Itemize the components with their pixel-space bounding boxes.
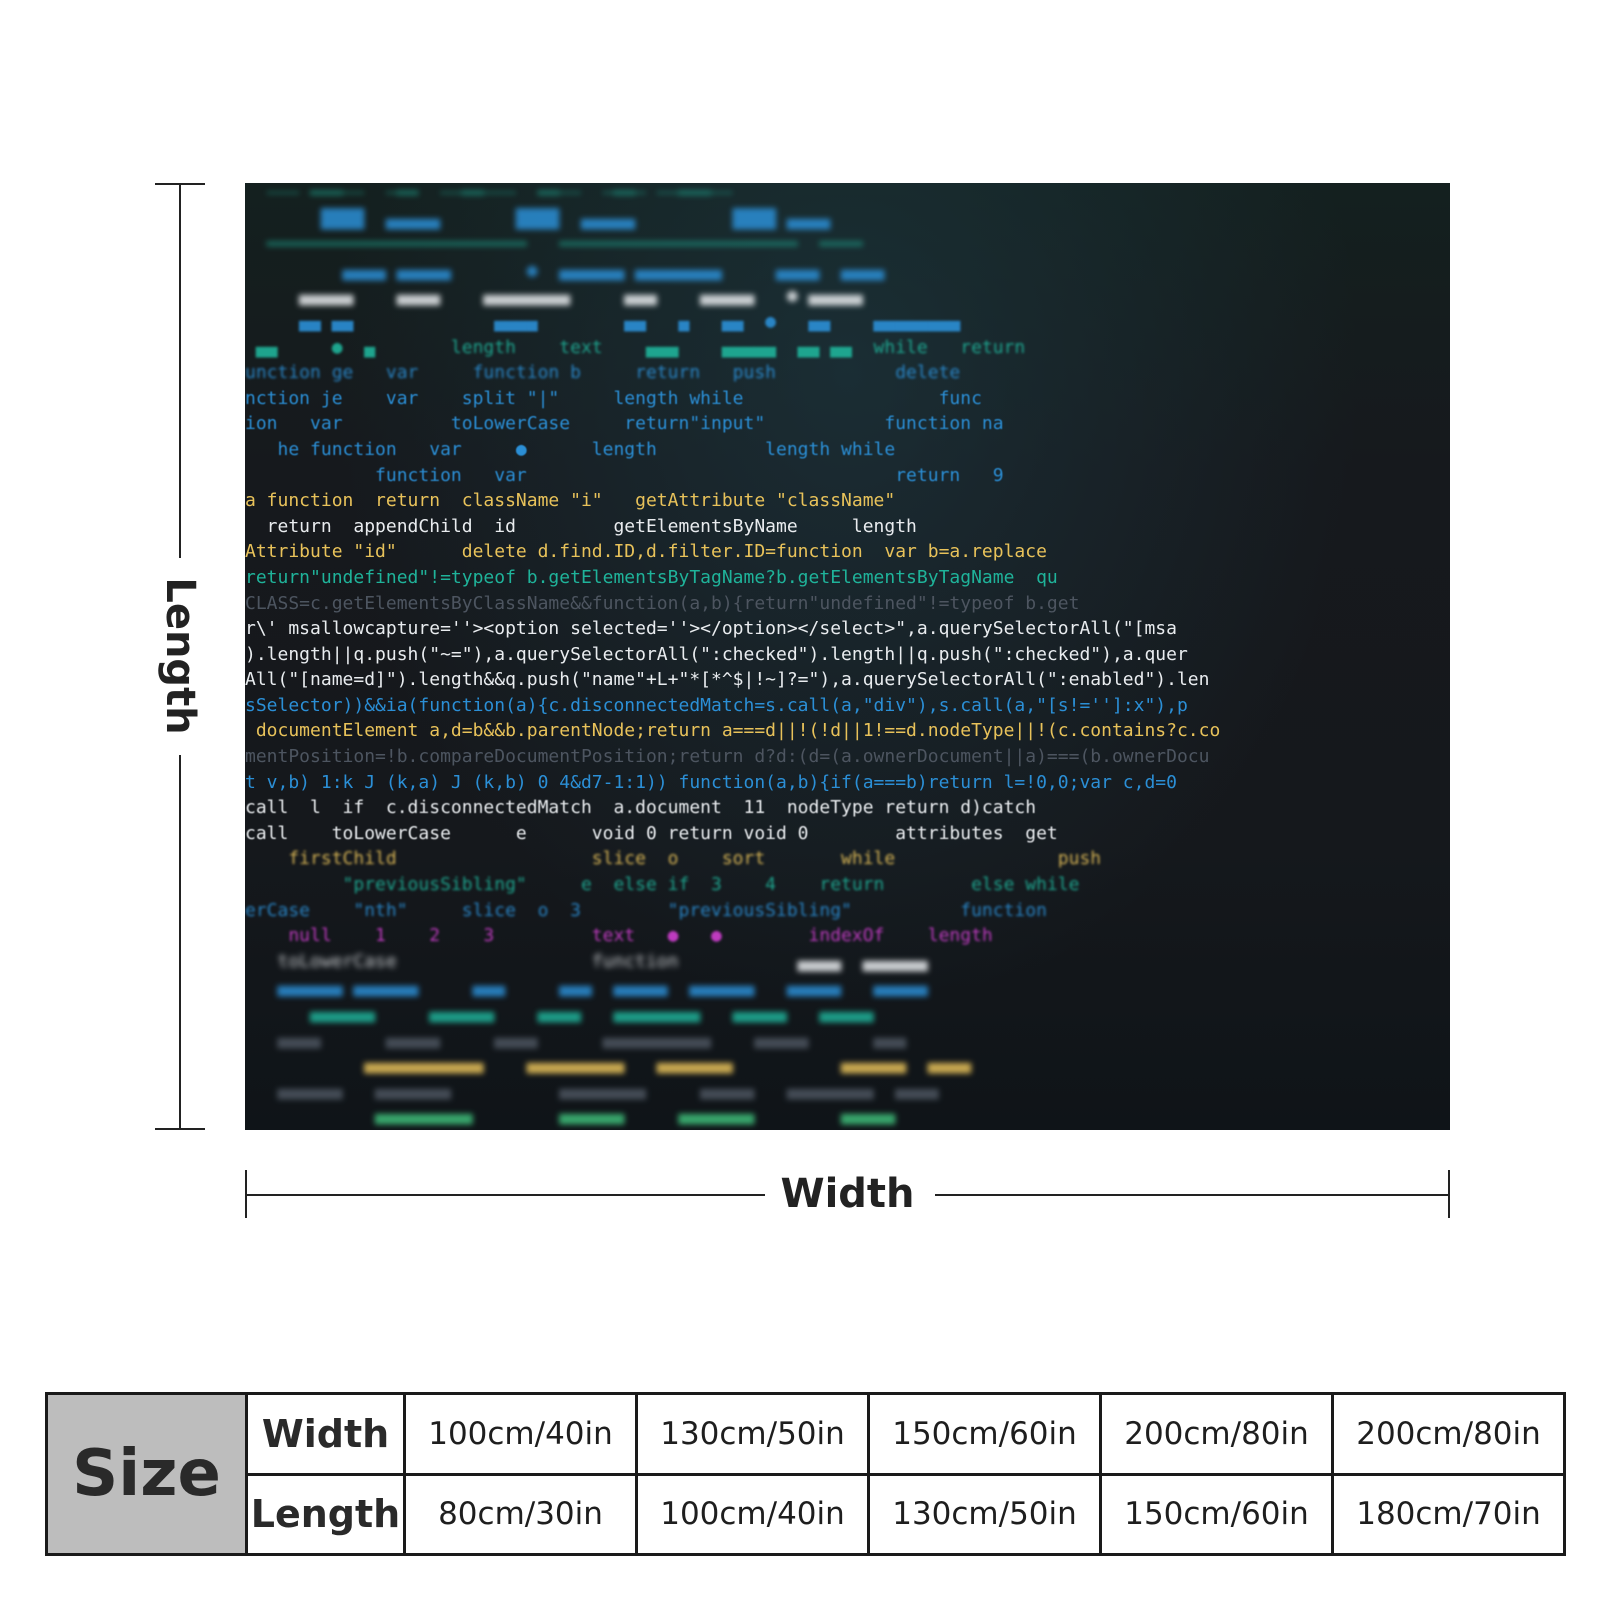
code-line: ████ ▄▄▄▄▄ ████ ▄▄▄▄▄ ████ ▄▄▄▄: [245, 208, 831, 230]
code-line: return"undefined"!=typeof b.getElementsB…: [245, 566, 1058, 588]
size-chart-table: Size Width 100cm/40in 130cm/50in 150cm/6…: [45, 1392, 1566, 1556]
width-cell: 130cm/50in: [635, 1392, 870, 1476]
width-cell: 100cm/40in: [403, 1392, 638, 1476]
code-line: unction ge var function b return push de…: [245, 362, 961, 384]
code-line: call l if c.disconnectedMatch a.document…: [245, 797, 1037, 819]
code-line: "previousSibling" e else if 3 4 return e…: [245, 874, 1080, 896]
width-line-right: [935, 1194, 1450, 1196]
code-line: call toLowerCase e void 0 return void 0 …: [245, 822, 1058, 844]
width-dimension-marker: Width: [245, 1170, 1450, 1222]
length-line-upper: [179, 183, 181, 558]
width-cell: 200cm/80in: [1331, 1392, 1566, 1476]
length-cell: 150cm/60in: [1099, 1472, 1334, 1556]
code-line: ▄▄▄▄ ▄▄▄▄▄ ▄▄▄▄ ▄▄▄▄▄▄▄▄▄▄ ▄▄▄▄▄ ▄▄▄: [245, 1027, 907, 1049]
code-line: ▄▄▄▄▄▄ ▄▄▄▄▄▄▄ ▄▄▄▄▄▄▄▄ ▄▄▄▄▄ ▄▄▄▄▄▄▄▄ ▄…: [245, 1078, 939, 1100]
length-line-lower: [179, 755, 181, 1130]
width-cell: 150cm/60in: [867, 1392, 1102, 1476]
size-row-width: Size Width 100cm/40in 130cm/50in 150cm/6…: [45, 1392, 1566, 1556]
code-line: ▄▄▄▄▄▄▄▄▄▄▄ ▄▄▄▄▄▄▄▄▄ ▄▄▄▄▄▄▄ ▄▄▄▄▄▄ ▄▄▄…: [245, 1053, 972, 1075]
code-line: ▄▄▄▄▄▄▄▄▄ ▄▄▄▄▄▄ ▄▄▄▄▄▄▄ ▄▄▄▄▄: [245, 1104, 896, 1126]
size-header: Size: [45, 1392, 248, 1556]
code-line: ════════════════════════ ═══════════════…: [245, 234, 863, 256]
code-line: return appendChild id getElementsByName …: [245, 515, 917, 537]
length-row-label: Length: [245, 1472, 406, 1556]
code-line: ▄▄▄▄▄▄ ▄▄▄▄▄▄ ▄▄▄ ▄▄▄ ▄▄▄▄▄ ▄▄▄▄▄▄ ▄▄▄▄▄…: [245, 976, 928, 998]
code-line: function var return 9: [245, 464, 1004, 486]
width-row-label: Width: [245, 1392, 406, 1476]
code-line: ion var toLowerCase return"input" functi…: [245, 413, 1004, 435]
code-line: nction je var split "|" length while fun…: [245, 387, 982, 409]
code-line: CLASS=c.getElementsByClassName&&function…: [245, 592, 1080, 614]
width-line-left: [245, 1194, 765, 1196]
length-label: Length: [157, 577, 203, 735]
width-cell: 200cm/80in: [1099, 1392, 1334, 1476]
code-background: [245, 183, 1450, 1130]
length-cell: 80cm/30in: [403, 1472, 638, 1556]
code-line: a function return className "i" getAttri…: [245, 490, 896, 512]
code-line: ▄▄▄▄▄ ▄▄▄▄ ▄▄▄▄▄▄▄▄ ▄▄▄ ▄▄▄▄▄ ● ▄▄▄▄▄: [245, 285, 863, 307]
code-line: ).length||q.push("~="),a.querySelectorAl…: [245, 643, 1188, 665]
code-line: t v,b) 1:k J (k,a) J (k,b) 0 4&d7-1:1)) …: [245, 771, 1177, 793]
length-dimension-marker: Length: [155, 183, 215, 1130]
width-right-cap: [1448, 1170, 1450, 1218]
code-line: firstChild slice o sort while push: [245, 848, 1102, 870]
code-line: All("[name=d]").length&&q.push("name"+L+…: [245, 669, 1210, 691]
code-line: he function var ● length length while: [245, 438, 896, 460]
size-row-length: Length 80cm/30in 100cm/40in 130cm/50in 1…: [47, 1472, 1566, 1556]
code-line: sSelector))&&ia(function(a){c.disconnect…: [245, 694, 1188, 716]
code-line: documentElement a,d=b&&b.parentNode;retu…: [245, 720, 1221, 742]
code-line: mentPosition=!b.compareDocumentPosition;…: [245, 746, 1210, 768]
length-cell: 130cm/50in: [867, 1472, 1102, 1556]
length-cell: 180cm/70in: [1331, 1472, 1566, 1556]
code-line: ▄▄▄▄ ▄▄▄▄▄ ● ▄▄▄▄▄▄ ▄▄▄▄▄▄▄▄ ▄▄▄▄ ▄▄▄▄: [245, 259, 885, 281]
product-image: ╌╌╌ ═══╌╌ ╌══ ╌╌══╌╌╌ ══╌╌ ╌══╌ ╌╌═══╌╌ …: [245, 183, 1450, 1130]
code-line: erCase "nth" slice o 3 "previousSibling"…: [245, 899, 1047, 921]
length-cell: 100cm/40in: [635, 1472, 870, 1556]
code-line: Attribute "id" delete d.find.ID,d.filter…: [245, 541, 1047, 563]
code-line: ╌╌╌ ═══╌╌ ╌══ ╌╌══╌╌╌ ══╌╌ ╌══╌ ╌╌═══╌╌: [245, 183, 733, 204]
code-line: toLowerCase function ▄▄▄▄ ▄▄▄▄▄▄: [245, 950, 928, 972]
code-line: ▄▄ ● ▄ length text ▄▄▄ ▄▄▄▄▄ ▄▄ ▄▄ while…: [245, 336, 1026, 358]
code-line: ▄▄▄▄▄▄ ▄▄▄▄▄▄ ▄▄▄▄ ▄▄▄▄▄▄▄▄ ▄▄▄▄▄ ▄▄▄▄▄: [245, 1002, 874, 1024]
width-label: Width: [780, 1171, 915, 1217]
code-line: null 1 2 3 text ● ● indexOf length: [245, 925, 993, 947]
code-line: ▄▄ ▄▄ ▄▄▄▄ ▄▄ ▄ ▄▄ ● ▄▄ ▄▄▄▄▄▄▄▄: [245, 310, 961, 332]
code-line: r\' msallowcapture=''><option selected='…: [245, 618, 1177, 640]
code-text-pattern: ╌╌╌ ═══╌╌ ╌══ ╌╌══╌╌╌ ══╌╌ ╌══╌ ╌╌═══╌╌ …: [245, 183, 1450, 1130]
length-bottom-cap: [155, 1128, 205, 1130]
